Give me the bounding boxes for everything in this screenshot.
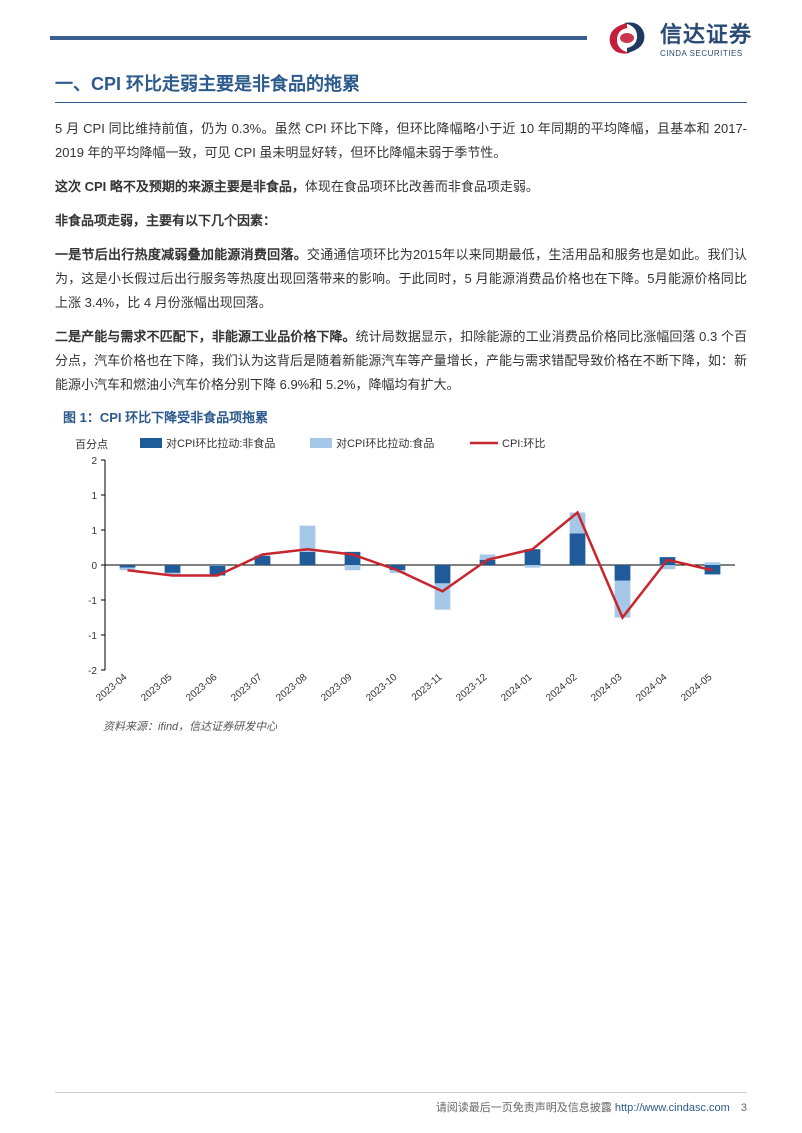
svg-text:0: 0 (91, 561, 97, 572)
logo: 信达证券 CINDA SECURITIES (602, 17, 752, 58)
footer-rule (55, 1092, 747, 1093)
svg-text:1: 1 (91, 491, 97, 502)
svg-text:-1: -1 (88, 596, 97, 607)
svg-text:2024-04: 2024-04 (634, 672, 670, 704)
paragraph-2: 这次 CPI 略不及预期的来源主要是非食品，体现在食品项环比改善而非食品项走弱。 (55, 175, 747, 199)
svg-text:百分点: 百分点 (75, 438, 108, 451)
p4-bold: 一是节后出行热度减弱叠加能源消费回落。 (55, 247, 307, 262)
p5-bold: 二是产能与需求不匹配下，非能源工业品价格下降。 (55, 329, 356, 344)
paragraph-3: 非食品项走弱，主要有以下几个因素： (55, 209, 747, 233)
svg-text:2023-06: 2023-06 (184, 672, 220, 704)
logo-en-text: CINDA SECURITIES (660, 49, 752, 58)
svg-text:2023-09: 2023-09 (319, 672, 355, 704)
header: 信达证券 CINDA SECURITIES (0, 0, 802, 65)
svg-text:2: 2 (91, 456, 97, 467)
svg-text:-2: -2 (88, 666, 97, 677)
svg-text:2023-04: 2023-04 (94, 672, 130, 704)
footer-text: 请阅读最后一页免责声明及信息披露 (436, 1102, 612, 1114)
content-area: 一、CPI 环比走弱主要是非食品的拖累 5 月 CPI 同比维持前值，仍为 0.… (0, 65, 802, 734)
svg-text:2024-03: 2024-03 (589, 672, 625, 704)
svg-text:CPI:环比: CPI:环比 (502, 437, 545, 450)
svg-text:-1: -1 (88, 631, 97, 642)
svg-text:2024-02: 2024-02 (544, 672, 580, 704)
logo-swirl-icon (602, 18, 652, 58)
chart-svg: 百分点 对CPI环比拉动:非食品 对CPI环比拉动:食品 CPI:环比 -2 -1 -1 0 1… (55, 430, 745, 730)
svg-text:2023-11: 2023-11 (410, 672, 445, 704)
chart-container: 百分点 对CPI环比拉动:非食品 对CPI环比拉动:食品 CPI:环比 -2 -1 -1 0 1… (55, 430, 745, 730)
footer: 请阅读最后一页免责声明及信息披露 http://www.cindasc.com … (436, 1099, 747, 1115)
svg-text:2023-10: 2023-10 (364, 672, 400, 704)
svg-text:2024-01: 2024-01 (499, 672, 535, 704)
svg-text:2024-05: 2024-05 (679, 672, 715, 704)
p2-bold: 这次 CPI 略不及预期的来源主要是非食品， (55, 179, 305, 194)
footer-link[interactable]: http://www.cindasc.com (615, 1102, 730, 1114)
section-title: 一、CPI 环比走弱主要是非食品的拖累 (55, 70, 747, 103)
svg-text:2023-08: 2023-08 (274, 672, 310, 704)
paragraph-1: 5 月 CPI 同比维持前值，仍为 0.3%。虽然 CPI 环比下降，但环比降幅… (55, 117, 747, 165)
svg-text:2023-05: 2023-05 (139, 672, 175, 704)
svg-text:1: 1 (91, 526, 97, 537)
paragraph-4: 一是节后出行热度减弱叠加能源消费回落。交通通信项环比为2015年以来同期最低，生… (55, 243, 747, 315)
svg-text:2023-12: 2023-12 (454, 672, 490, 704)
svg-text:对CPI环比拉动:非食品: 对CPI环比拉动:非食品 (166, 436, 275, 450)
svg-text:2023-07: 2023-07 (229, 672, 265, 704)
p2-rest: 体现在食品项环比改善而非食品项走弱。 (305, 179, 539, 194)
svg-text:对CPI环比拉动:食品: 对CPI环比拉动:食品 (336, 436, 434, 450)
header-rule (50, 36, 587, 40)
page-number: 3 (741, 1102, 747, 1114)
logo-cn-text: 信达证券 (660, 17, 752, 49)
paragraph-5: 二是产能与需求不匹配下，非能源工业品价格下降。统计局数据显示，扣除能源的工业消费… (55, 325, 747, 397)
chart-title: 图 1：CPI 环比下降受非食品项拖累 (63, 407, 747, 426)
